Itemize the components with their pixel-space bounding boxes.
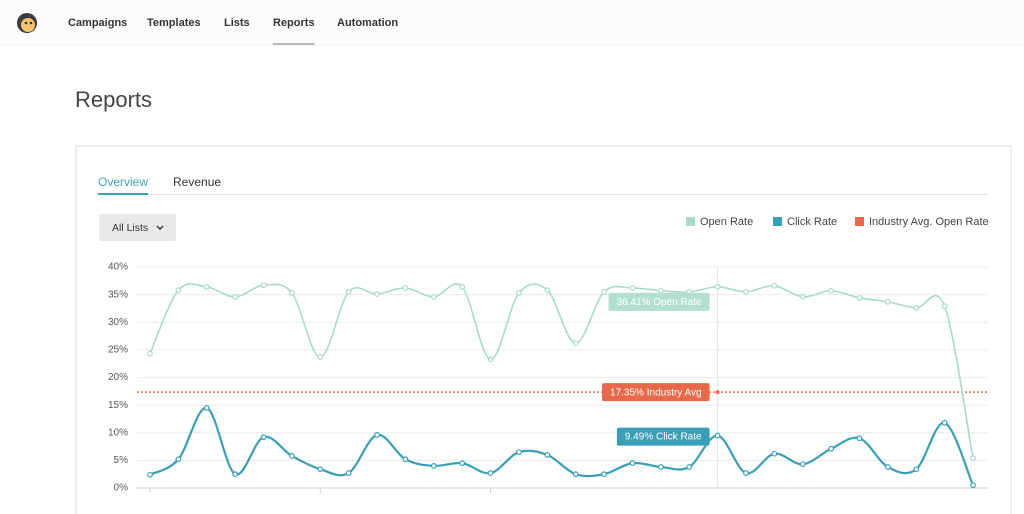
data-point[interactable] [913, 304, 920, 311]
nav-item[interactable]: Templates [147, 17, 201, 29]
data-point[interactable] [203, 404, 210, 411]
y-tick-label: 10% [108, 427, 128, 438]
data-point[interactable] [374, 291, 380, 297]
data-point[interactable] [884, 298, 891, 305]
tab-active-underline [98, 193, 149, 195]
data-point[interactable] [828, 445, 835, 452]
tooltip-text: 36.41% Open Rate [617, 297, 702, 308]
tooltip-box [602, 383, 710, 402]
data-point[interactable] [232, 293, 239, 300]
nav-active-underline [273, 43, 315, 45]
data-point[interactable] [941, 303, 948, 310]
data-point[interactable] [260, 282, 267, 289]
data-point[interactable] [856, 295, 863, 301]
y-tick-label: 5% [114, 455, 129, 466]
data-point[interactable] [714, 283, 721, 290]
data-point[interactable] [970, 482, 976, 489]
data-point[interactable] [657, 464, 664, 470]
data-point[interactable] [657, 287, 664, 294]
data-point[interactable] [459, 460, 466, 467]
series-line [149, 406, 975, 486]
data-point[interactable] [345, 288, 352, 295]
nav-item[interactable]: Lists [224, 17, 250, 29]
tooltip-box [616, 427, 710, 446]
data-point[interactable] [799, 461, 806, 468]
legend-swatch [855, 217, 864, 226]
data-point[interactable] [856, 435, 863, 442]
data-point[interactable] [828, 287, 835, 294]
data-point[interactable] [487, 356, 494, 363]
data-point[interactable] [799, 293, 806, 300]
data-point[interactable] [402, 285, 409, 291]
legend-label: Industry Avg. Open Rate [869, 216, 989, 228]
data-point[interactable] [147, 350, 153, 357]
data-point[interactable] [601, 288, 607, 295]
data-point[interactable] [743, 470, 749, 476]
data-point[interactable] [430, 463, 437, 469]
y-tick-label: 15% [108, 400, 128, 411]
y-tick-label: 0% [114, 483, 129, 494]
data-point[interactable] [601, 471, 607, 478]
data-point[interactable] [629, 285, 636, 291]
data-point[interactable] [572, 471, 579, 478]
legend-label: Open Rate [700, 216, 753, 228]
data-point[interactable] [884, 464, 891, 470]
nav-bar [0, 0, 1024, 45]
tooltip-text: 9.49% Click Rate [625, 432, 702, 443]
tooltip-text: 17.35% Industry Avg [610, 387, 702, 398]
data-point[interactable] [459, 283, 466, 290]
list-dropdown[interactable]: All Lists [99, 214, 176, 241]
data-point[interactable] [771, 450, 778, 457]
data-point[interactable] [487, 470, 494, 476]
data-point[interactable] [288, 453, 295, 459]
data-point[interactable] [572, 340, 579, 347]
tab[interactable]: Revenue [173, 175, 221, 189]
data-point[interactable] [629, 460, 636, 467]
data-point[interactable] [345, 470, 352, 476]
data-point[interactable] [771, 282, 778, 289]
y-tick-label: 35% [108, 289, 128, 300]
tab[interactable]: Overview [98, 175, 148, 189]
data-point[interactable] [232, 471, 239, 478]
data-point[interactable] [970, 455, 976, 462]
logo[interactable] [17, 13, 37, 33]
y-tick-label: 25% [108, 345, 128, 356]
data-point[interactable] [175, 287, 182, 294]
data-point[interactable] [941, 419, 948, 426]
data-point[interactable] [743, 288, 749, 295]
y-tick-label: 30% [108, 317, 128, 328]
data-point[interactable] [430, 293, 437, 300]
industry-hover-dot [715, 390, 720, 395]
data-point[interactable] [203, 283, 210, 290]
data-point[interactable] [714, 432, 721, 439]
legend-swatch [773, 217, 782, 226]
data-point[interactable] [516, 290, 522, 296]
data-point[interactable] [402, 456, 409, 463]
data-point[interactable] [516, 449, 522, 455]
legend-swatch [686, 217, 695, 226]
page-title: Reports [75, 87, 152, 112]
data-point[interactable] [544, 287, 551, 294]
data-point[interactable] [317, 466, 324, 473]
tooltip-box [608, 292, 710, 311]
y-tick-label: 20% [108, 372, 128, 383]
nav-item[interactable]: Automation [337, 17, 398, 29]
data-point[interactable] [288, 290, 295, 296]
dropdown-label: All Lists [112, 222, 148, 234]
data-point[interactable] [175, 456, 182, 463]
data-point[interactable] [147, 471, 153, 478]
data-point[interactable] [260, 434, 267, 441]
report-card [75, 145, 1012, 514]
nav-item[interactable]: Reports [273, 17, 315, 29]
data-point[interactable] [544, 451, 551, 458]
data-point[interactable] [686, 464, 693, 470]
data-point[interactable] [913, 466, 920, 473]
data-point[interactable] [317, 354, 324, 360]
nav-item[interactable]: Campaigns [68, 17, 127, 29]
y-tick-label: 40% [108, 262, 128, 273]
data-point[interactable] [374, 432, 380, 438]
legend-label: Click Rate [787, 216, 837, 228]
